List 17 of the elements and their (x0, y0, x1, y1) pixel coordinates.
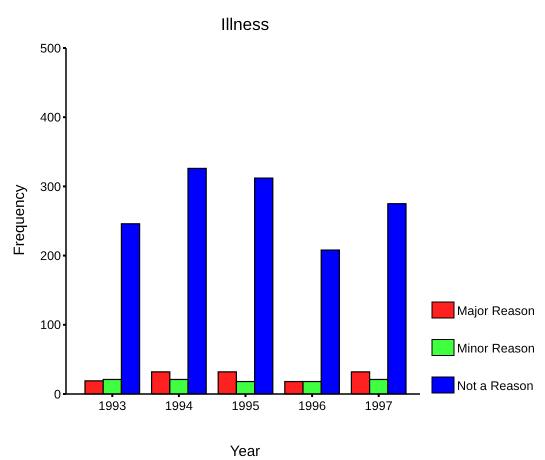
y-tick-label: 500 (40, 41, 62, 56)
y-tick-label: 400 (40, 110, 62, 125)
legend-label: Minor Reason (457, 342, 535, 356)
y-tick-label: 0 (54, 387, 62, 402)
x-tick-label: 1997 (364, 399, 393, 413)
x-tick-label: 1993 (98, 399, 126, 413)
y-tick-label: 100 (40, 318, 62, 332)
x-tick-label: 1996 (298, 399, 326, 413)
x-tick-label: 1995 (232, 399, 260, 413)
y-tick-label: 200 (40, 248, 62, 263)
y-axis-title: Frequency (11, 184, 28, 256)
chart-title: Illness (220, 15, 270, 34)
x-axis-title: Year (230, 443, 260, 460)
y-tick-label: 300 (40, 180, 62, 194)
x-tick-label: 1994 (164, 399, 193, 413)
legend-label: Major Reason (457, 304, 535, 318)
legend-label: Not a Reason (457, 379, 534, 393)
